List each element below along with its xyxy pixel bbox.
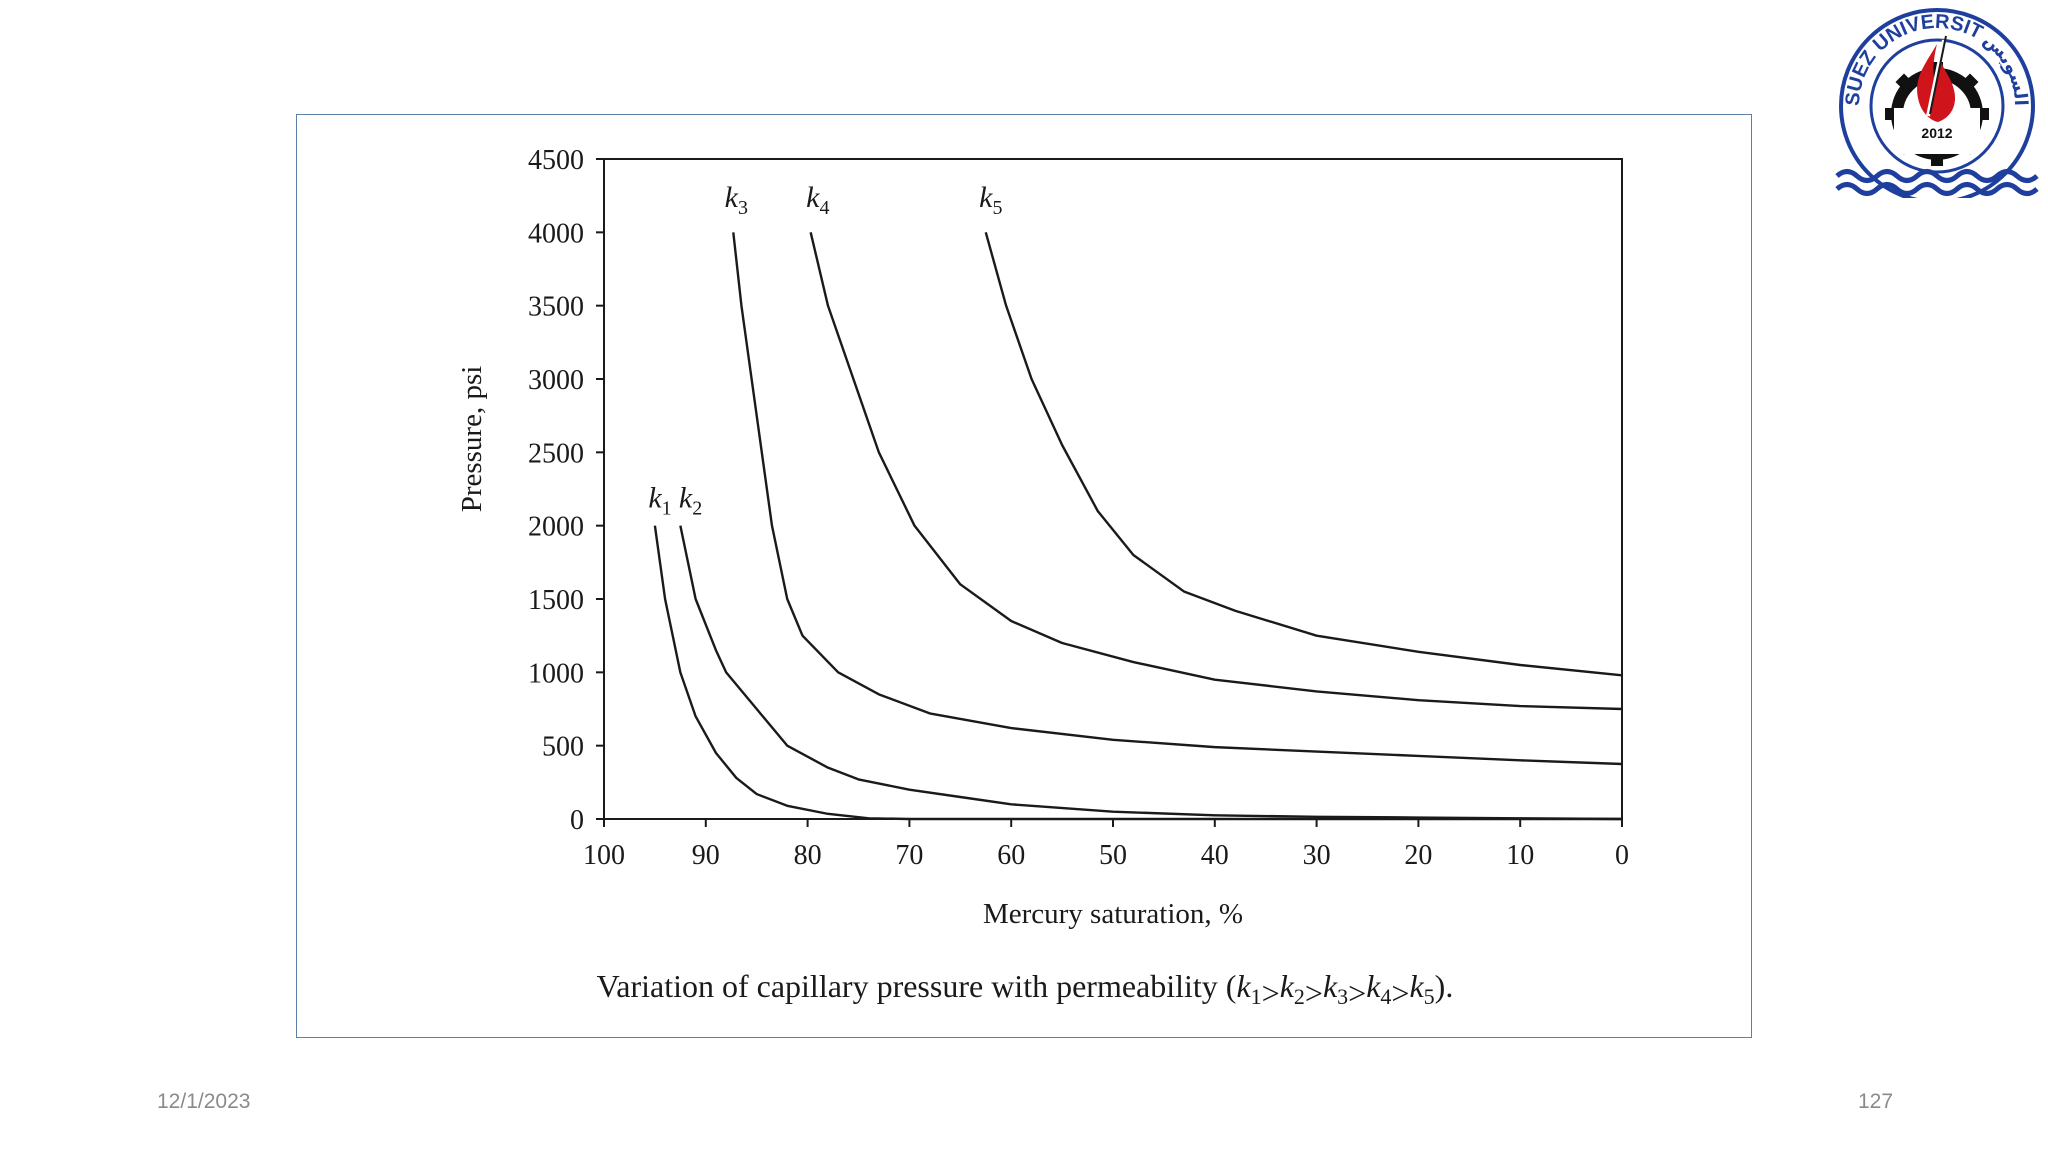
flame-icon (1917, 35, 1956, 122)
curve-k3 (732, 232, 1623, 766)
y-axis-title: Pressure, psi (456, 366, 488, 513)
y-tick-label-0: 0 (570, 805, 584, 836)
x-axis-title: Mercury saturation, % (983, 898, 1243, 930)
x-tick-label-60: 60 (997, 840, 1025, 871)
x-tick-label-80: 80 (794, 840, 822, 871)
curve-k5 (984, 232, 1623, 677)
waves-icon (1835, 169, 2039, 196)
y-tick-label-3000: 3000 (528, 365, 584, 396)
footer-date: 12/1/2023 (157, 1090, 251, 1113)
figure-frame: 100 90 80 70 60 50 40 30 20 10 0 0 500 1000 1500 2000 25… (296, 114, 1752, 1038)
figure-caption: Variation of capillary pressure with per… (597, 968, 1454, 1011)
y-tick-label-4000: 4000 (528, 218, 584, 249)
capillary-pressure-chart: 100 90 80 70 60 50 40 30 20 10 0050010001500200025… (456, 145, 1629, 1011)
y-tick-label-2500: 2500 (528, 438, 584, 469)
y-tick-label-1000: 1000 (528, 658, 584, 689)
y-tick-label-3500: 3500 (528, 292, 584, 323)
footer-page-number: 127 (1858, 1090, 1894, 1113)
curve-label-k2: k2 (679, 482, 702, 520)
curve-label-k4: k4 (806, 181, 829, 219)
y-tick-label-4500: 4500 (528, 145, 584, 176)
curve-k1 (653, 525, 1622, 821)
curve-label-k3: k3 (725, 181, 748, 219)
y-tick-label-1500: 1500 (528, 585, 584, 616)
plot-frame (603, 158, 1623, 820)
x-tick-label-90: 90 (692, 840, 720, 871)
x-tick-label-10: 10 (1506, 840, 1534, 871)
curve-k2 (679, 525, 1623, 821)
curve-label-k5: k5 (979, 181, 1002, 219)
x-tick-label-40: 40 (1201, 840, 1229, 871)
curve-label-k1: k1 (648, 482, 671, 520)
logo-year: 2012 (1921, 125, 1952, 141)
x-tick-label-50: 50 (1099, 840, 1127, 871)
x-tick-label-30: 30 (1303, 840, 1331, 871)
x-tick-label-70: 70 (895, 840, 923, 871)
x-tick-label-100: 100 (583, 840, 625, 871)
curve-k4 (809, 232, 1623, 711)
suez-university-logo: SUEZ UNIVERSITY جامعة السويس 2012 (1832, 6, 2039, 198)
x-tick-label-20: 20 (1404, 840, 1432, 871)
x-tick-label-0: 0 (1615, 840, 1629, 871)
y-tick-label-500: 500 (542, 732, 584, 763)
y-tick-label-2000: 2000 (528, 512, 584, 543)
